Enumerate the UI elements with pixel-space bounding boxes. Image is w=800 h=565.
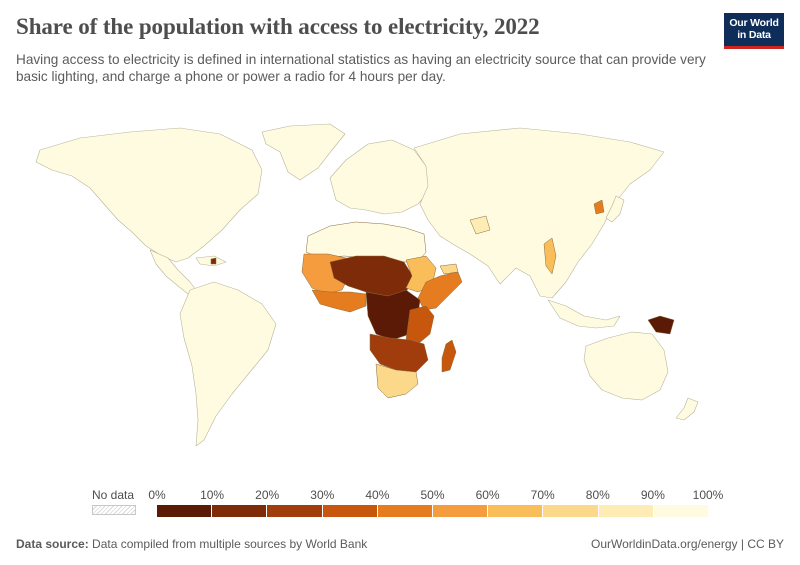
data-source: Data source: Data compiled from multiple… [16, 537, 367, 551]
logo-line-1: Our World [729, 17, 779, 29]
legend-tick-label: 90% [640, 488, 665, 502]
legend-tick-label: 30% [310, 488, 335, 502]
region-australia[interactable] [583, 331, 669, 401]
region-southern-africa[interactable] [375, 363, 419, 399]
region-yemen[interactable] [439, 263, 459, 275]
region-sahel[interactable] [329, 255, 415, 297]
region-gulf-of-guinea[interactable] [311, 289, 367, 313]
legend-bin[interactable] [488, 505, 544, 517]
region-new-zealand[interactable] [675, 397, 699, 421]
legend-tick-label: 20% [255, 488, 280, 502]
legend-bin[interactable] [212, 505, 268, 517]
legend-tick-label: 100% [692, 488, 724, 502]
legend-tick-label: 50% [420, 488, 445, 502]
africa-region [301, 221, 463, 399]
region-papua-new-guinea[interactable] [647, 315, 675, 335]
region-southeast-asia[interactable] [547, 299, 621, 329]
chart-subtitle: Having access to electricity is defined … [16, 52, 706, 84]
region-asia[interactable] [413, 127, 665, 299]
region-greenland[interactable] [261, 123, 346, 181]
logo-line-2: in Data [737, 29, 771, 41]
legend-bin[interactable] [433, 505, 489, 517]
legend-tick-label: 60% [475, 488, 500, 502]
region-north-america[interactable] [35, 127, 263, 263]
region-north-korea[interactable] [593, 199, 605, 215]
region-haiti[interactable] [210, 257, 217, 265]
legend-bin[interactable] [598, 505, 654, 517]
owid-logo[interactable]: Our World in Data [724, 13, 784, 49]
legend-no-data-swatch[interactable] [92, 505, 136, 515]
legend-bin[interactable] [543, 505, 599, 517]
legend-tick-label: 0% [148, 488, 166, 502]
region-myanmar[interactable] [543, 237, 557, 275]
world-map[interactable] [0, 100, 800, 480]
data-source-text: Data compiled from multiple sources by W… [92, 537, 368, 551]
region-south-america[interactable] [179, 281, 277, 447]
legend-bin[interactable] [322, 505, 378, 517]
region-afghanistan[interactable] [469, 215, 491, 235]
legend-tick-label: 70% [530, 488, 555, 502]
region-europe[interactable] [329, 139, 431, 215]
legend-no-data-label: No data [92, 488, 135, 502]
region-japan[interactable] [605, 195, 625, 223]
legend-tick-label: 80% [585, 488, 610, 502]
legend-bin[interactable] [377, 505, 434, 517]
legend-tick-label: 40% [365, 488, 390, 502]
legend-color-bar [157, 505, 709, 517]
legend-bin[interactable] [653, 505, 709, 517]
region-madagascar[interactable] [441, 339, 457, 373]
region-east-africa[interactable] [405, 305, 435, 345]
chart-title: Share of the population with access to e… [16, 14, 540, 39]
map-landmasses [35, 123, 699, 447]
legend-bin[interactable] [157, 505, 213, 517]
data-source-label: Data source: [16, 537, 89, 551]
region-southern-central-africa[interactable] [369, 333, 429, 373]
legend-tick-label: 10% [200, 488, 225, 502]
map-highlights [210, 199, 675, 335]
footer-credit[interactable]: OurWorldinData.org/energy | CC BY [591, 537, 784, 551]
legend-bin[interactable] [267, 505, 323, 517]
